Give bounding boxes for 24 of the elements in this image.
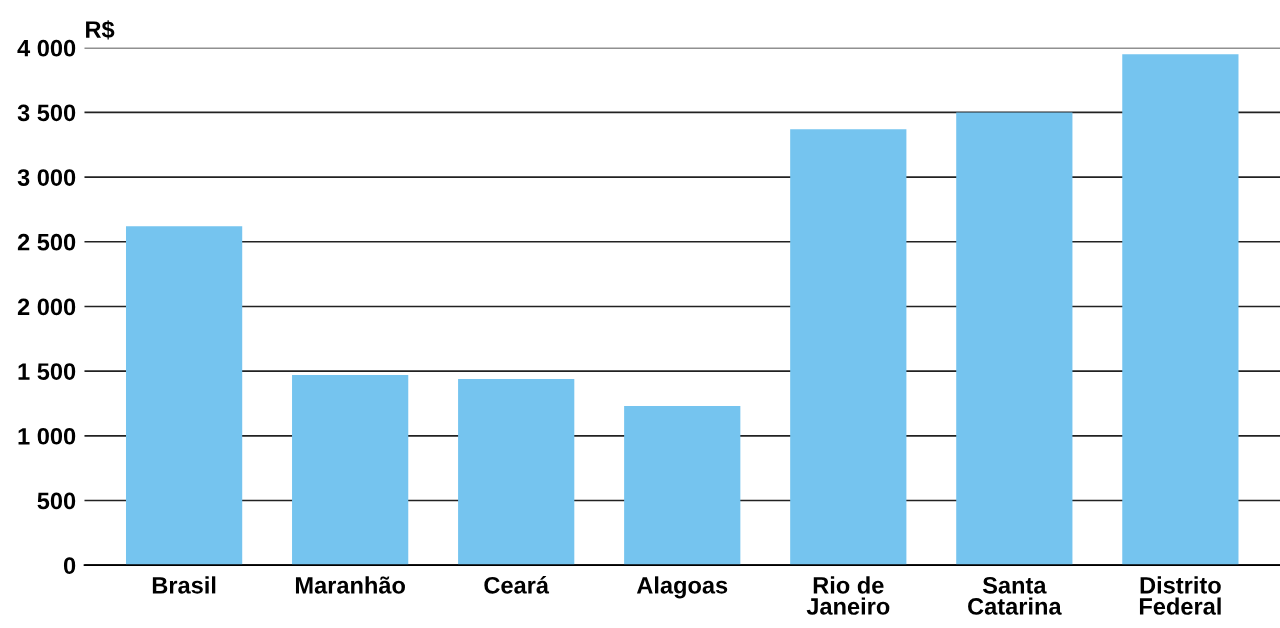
- x-tick-label: Brasil: [152, 576, 216, 594]
- bar: [125, 226, 243, 566]
- bar: [624, 406, 741, 566]
- x-tick-label: Distrito Federal: [1139, 576, 1221, 615]
- y-tick-label: 0: [63, 557, 76, 574]
- y-tick-label: 2 000: [17, 298, 76, 316]
- bar: [458, 378, 575, 566]
- bar: [292, 375, 409, 566]
- bar: [790, 129, 907, 566]
- y-axis-title: R$: [86, 20, 115, 40]
- y-tick-label: 3 500: [17, 104, 76, 122]
- bar: [1122, 54, 1239, 566]
- x-tick-label: Rio de Janeiro: [806, 576, 890, 615]
- y-tick-label: 500: [37, 492, 76, 510]
- x-tick-label: Ceará: [484, 576, 550, 594]
- x-tick-label: Maranhão: [295, 576, 405, 594]
- x-tick-label: Santa Catarina: [968, 576, 1062, 615]
- bar: [956, 112, 1073, 566]
- x-tick-label: Alagoas: [636, 576, 728, 599]
- y-tick-label: 2 500: [17, 233, 76, 251]
- y-tick-label: 1 000: [18, 427, 76, 445]
- y-tick-label: 3 000: [17, 169, 76, 186]
- y-tick-label: 4 000: [17, 39, 76, 57]
- y-tick-label: 1 500: [18, 363, 76, 380]
